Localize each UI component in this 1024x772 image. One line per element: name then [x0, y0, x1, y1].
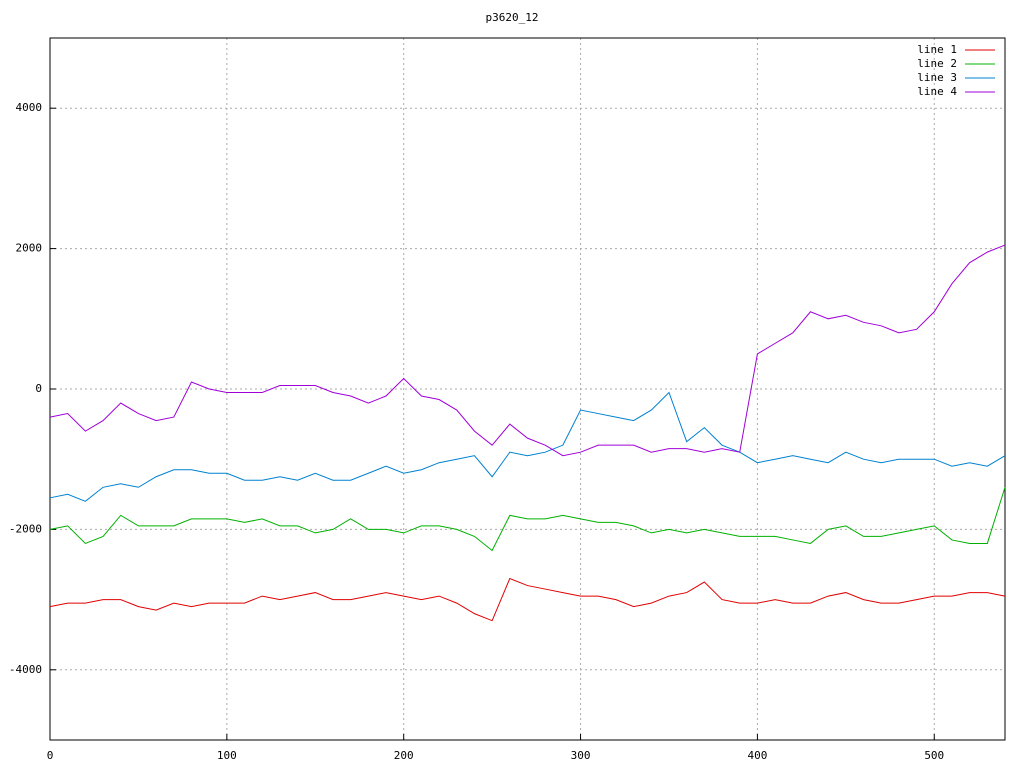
x-tick-label: 100: [217, 749, 237, 762]
y-tick-label: -4000: [9, 663, 42, 676]
legend-label: line 3: [917, 71, 957, 84]
series-line: [49, 391, 1006, 502]
y-tick-label: 4000: [16, 101, 43, 114]
x-tick-label: 200: [394, 749, 414, 762]
y-tick-label: 2000: [16, 242, 43, 255]
x-tick-label: 500: [924, 749, 944, 762]
x-tick-label: 0: [47, 749, 54, 762]
series-line: [49, 577, 1006, 622]
legend-label: line 4: [917, 85, 957, 98]
legend-label: line 2: [917, 57, 957, 70]
y-tick-label: 0: [35, 382, 42, 395]
series-line: [49, 487, 1006, 552]
legend-label: line 1: [917, 43, 957, 56]
x-tick-label: 300: [571, 749, 591, 762]
plot-frame: [49, 37, 1006, 741]
y-tick-label: -2000: [9, 522, 42, 535]
x-tick-label: 400: [747, 749, 767, 762]
series-line: [49, 244, 1006, 457]
chart-title: p3620_12: [486, 11, 539, 24]
